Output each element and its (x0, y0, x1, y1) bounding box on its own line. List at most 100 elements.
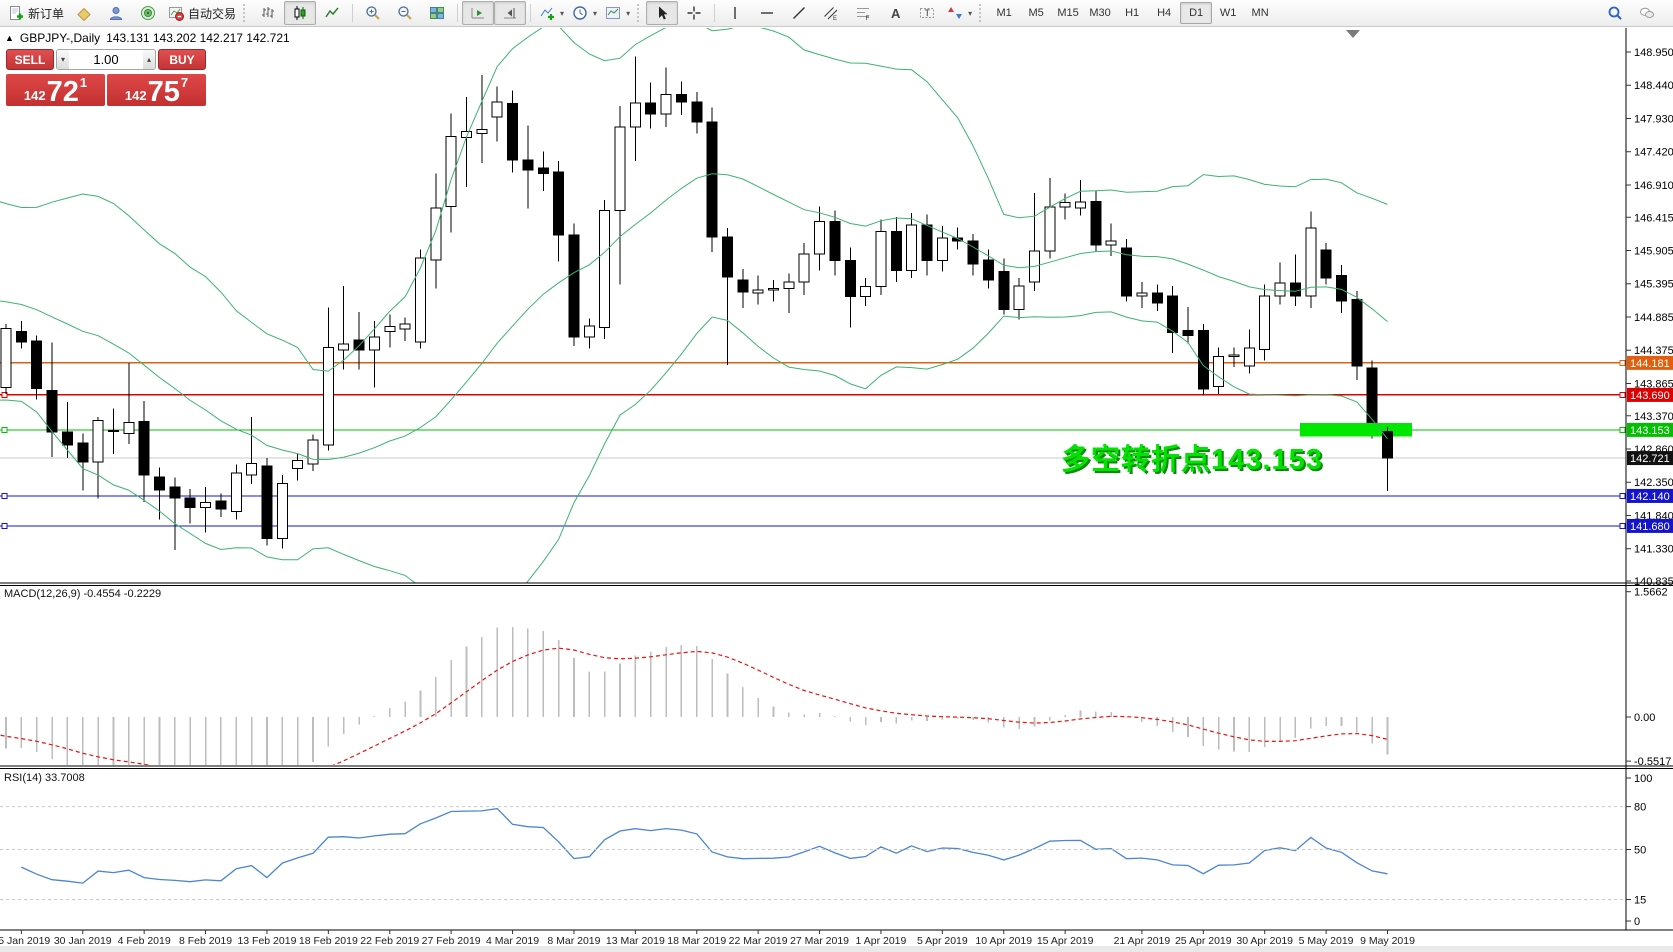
candle-body (46, 389, 58, 433)
timeframe-button-M15[interactable]: M15 (1057, 7, 1079, 19)
timeframe-button-M30[interactable]: M30 (1089, 7, 1111, 19)
dropdown-caret-icon: ▾ (968, 8, 973, 18)
chart-shift-marker[interactable] (1346, 30, 1360, 38)
sell-price-base: 142 (23, 88, 46, 103)
horizontal-line-tool-button[interactable] (751, 1, 783, 25)
auto-scroll-button[interactable] (462, 1, 495, 25)
rsi-axis-label: 80 (1634, 802, 1646, 814)
autotrading-button[interactable]: 自动交易 (164, 1, 240, 25)
clock-icon (572, 5, 588, 21)
buy-price-box[interactable]: 142 75 7 (107, 74, 206, 107)
candle-body (614, 126, 626, 211)
date-label: 25 Jan 2019 (0, 935, 50, 947)
tile-windows-button[interactable] (421, 1, 453, 25)
volume-decrease-button[interactable]: ▾ (57, 50, 70, 69)
periods-button[interactable]: ▾ (568, 1, 601, 25)
chat-button[interactable] (1631, 1, 1663, 25)
candle-body (31, 340, 43, 389)
candle-body (982, 259, 994, 281)
date-axis[interactable]: 25 Jan 2019 30 Jan 2019 4 Feb 2019 8 Feb 20… (0, 930, 1415, 947)
date-label: 13 Feb 2019 (237, 935, 296, 947)
timeframe-button-W1[interactable]: W1 (1219, 7, 1237, 19)
candle-body (675, 93, 687, 103)
cursor-icon (654, 5, 670, 21)
chart-annotation-text[interactable]: 多空转折点143.153 (1061, 444, 1323, 476)
search-icon (1607, 5, 1623, 21)
price-axis-label: 147.930 (1634, 113, 1673, 125)
volume-input[interactable] (69, 50, 143, 69)
trendline-tool-button[interactable] (783, 1, 815, 25)
candle-body (1213, 355, 1225, 387)
text-label-icon: T (919, 5, 935, 21)
search-button[interactable] (1599, 1, 1631, 25)
text-tool-button[interactable]: A (879, 1, 911, 25)
indicators-button[interactable]: ▾ (535, 1, 568, 25)
hline-anchor-marker (1, 391, 8, 398)
rsi-panel[interactable] (0, 806, 1626, 901)
volume-increase-button[interactable]: ▴ (142, 50, 155, 69)
fibonacci-icon: F (855, 5, 871, 21)
candle-body (522, 159, 534, 171)
channel-tool-button[interactable]: E (815, 1, 847, 25)
timeframe-button-H1[interactable]: H1 (1125, 7, 1140, 19)
price-tag-142.140-text: 142.140 (1630, 491, 1670, 503)
metaeditor-button[interactable] (68, 1, 100, 25)
arrows-tool-button[interactable]: ▾ (943, 1, 976, 25)
macd-axis-label: 1.5662 (1634, 587, 1668, 599)
window-bottom-edge (0, 946, 1673, 952)
new-order-button[interactable]: 新订单 (4, 1, 68, 25)
candle-body (107, 430, 119, 433)
zoom-in-button[interactable] (357, 1, 389, 25)
candle-body (645, 102, 657, 115)
channel-icon: E (823, 5, 839, 21)
date-label: 5 Apr 2019 (917, 935, 968, 947)
macd-panel[interactable] (5, 626, 1389, 784)
price-axis[interactable]: 148.950 148.440 147.930 147.420 146.910 146.4… (1626, 47, 1673, 928)
highlight-rectangle[interactable] (1300, 422, 1413, 437)
candle-body (553, 171, 565, 236)
main-panel-curves (0, 28, 1388, 583)
zoom-in-icon (365, 5, 381, 21)
candlestick-chart-button[interactable] (284, 1, 317, 25)
date-label: 4 Mar 2019 (486, 935, 539, 947)
candle-body (1182, 329, 1194, 337)
candle-body (384, 325, 396, 333)
signals-button[interactable] (132, 1, 164, 25)
date-label: 30 Jan 2019 (54, 935, 112, 947)
sell-price-box[interactable]: 142 72 1 (6, 74, 105, 107)
hline-anchor-marker (1, 522, 8, 529)
date-label: 13 Mar 2019 (606, 935, 665, 947)
timeframe-button-D1[interactable]: D1 (1180, 2, 1213, 24)
timeframe-button-MN[interactable]: MN (1251, 7, 1269, 19)
candle-body (215, 500, 227, 510)
candle-body (1197, 329, 1209, 390)
buy-button[interactable]: BUY (158, 49, 206, 70)
main-price-panel[interactable] (0, 56, 1626, 551)
fibonacci-tool-button[interactable]: F (847, 1, 879, 25)
vertical-line-tool-button[interactable] (719, 1, 751, 25)
timeframe-button-H4[interactable]: H4 (1157, 7, 1172, 19)
timeframe-button-M1[interactable]: M1 (996, 7, 1012, 19)
zoom-out-button[interactable] (389, 1, 421, 25)
sell-button[interactable]: SELL (6, 49, 54, 70)
candle-body (138, 421, 150, 476)
crosshair-tool-button[interactable] (678, 1, 710, 25)
template-icon (605, 5, 621, 21)
toolbar-separator (714, 4, 716, 22)
price-tag-142.140 (1627, 488, 1673, 503)
cursor-tool-button[interactable] (646, 1, 679, 25)
chart-shift-button[interactable] (494, 1, 527, 25)
price-axis-label: 140.835 (1634, 576, 1673, 588)
community-button[interactable] (100, 1, 132, 25)
line-chart-button[interactable] (316, 1, 348, 25)
sell-price-point: 1 (79, 75, 88, 90)
text-label-tool-button[interactable]: T (911, 1, 943, 25)
bar-chart-button[interactable] (252, 1, 284, 25)
one-click-collapse-icon[interactable]: ▲ (5, 33, 14, 43)
timeframe-button-M5[interactable]: M5 (1028, 7, 1044, 19)
templates-button[interactable]: ▾ (601, 1, 634, 25)
candle-body (691, 101, 703, 123)
buy-price-base: 142 (124, 88, 147, 103)
